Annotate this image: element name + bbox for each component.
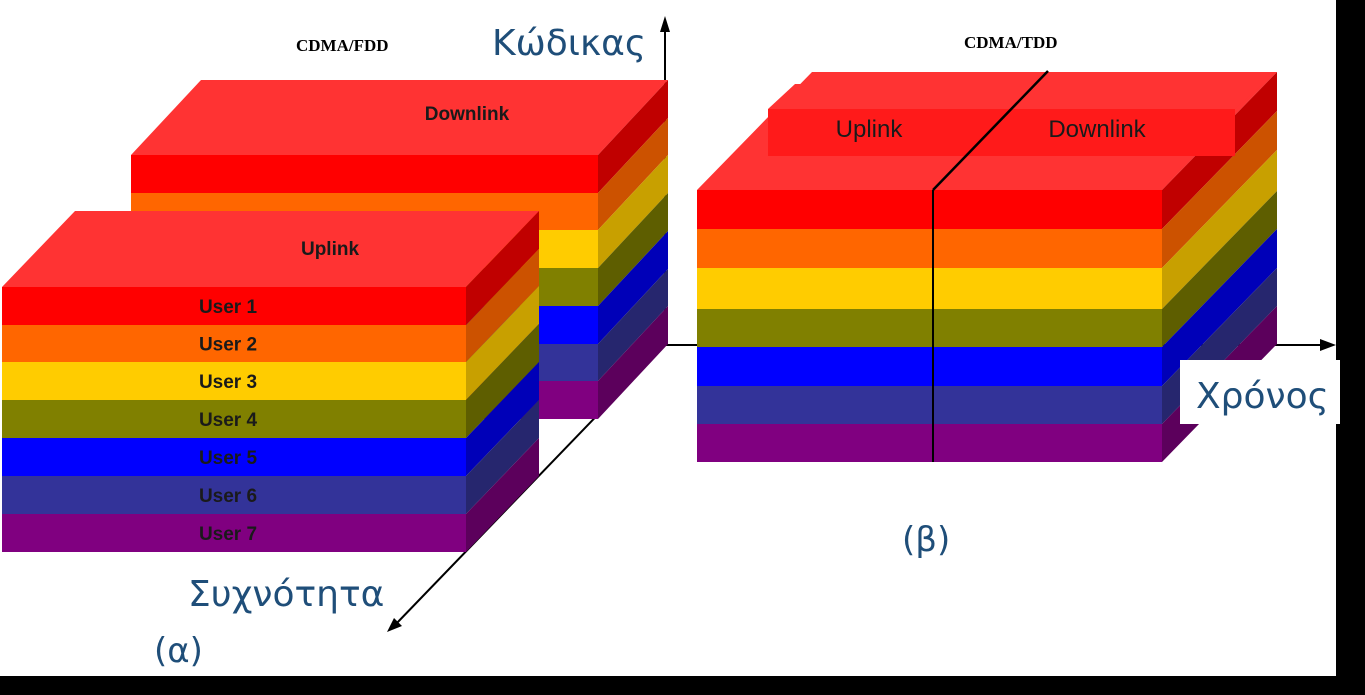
user-label-3: User 3: [199, 372, 257, 393]
fdd-uplink-block: Uplink User 1 User 2 User 3 User 4 User 5 User…: [2, 211, 539, 552]
time-axis-arrowhead: [1320, 339, 1336, 351]
fdd-downlink-label: Downlink: [425, 104, 510, 125]
fdd-uplink-layer-6: [2, 476, 466, 514]
user-label-5: User 5: [199, 448, 258, 469]
tdd-layer-2: [697, 229, 1162, 268]
fdd-uplink-label: Uplink: [301, 239, 359, 260]
tdd-uplink-label: Uplink: [836, 116, 904, 143]
user-label-1: User 1: [199, 297, 258, 318]
fdd-uplink-layer-7: [2, 514, 466, 552]
fdd-uplink-layer-2-side: [466, 249, 539, 362]
fdd-downlink-layer-6-side: [598, 269, 668, 381]
fdd-uplink-layer-1-side: [466, 211, 539, 325]
fdd-downlink-layer-1: [131, 155, 598, 193]
tdd-layer-2-side: [1162, 111, 1277, 268]
tdd-layer-3: [697, 268, 1162, 309]
fdd-uplink-layer-4-side: [466, 324, 539, 438]
tdd-layer-3-side: [1162, 150, 1277, 309]
tdd-layer-5-side: [1162, 229, 1277, 386]
subfigure-b-label: (β): [902, 520, 950, 560]
fdd-uplink-layer-1: [2, 287, 466, 325]
user-label-4: User 4: [199, 410, 258, 431]
code-axis-arrowhead: [660, 16, 670, 32]
fdd-uplink-layer-2: [2, 325, 466, 362]
tdd-layer-4: [697, 309, 1162, 347]
fdd-title: CDMA/FDD: [296, 36, 389, 55]
fdd-downlink-top-face: [131, 80, 668, 155]
fdd-downlink-layer-2-side: [598, 118, 668, 230]
fdd-uplink-layer-5: [2, 438, 466, 476]
fdd-downlink-layer-7-side: [598, 306, 668, 419]
fdd-downlink-layer-3-side: [598, 155, 668, 268]
tdd-label-slab-top: [768, 84, 1262, 109]
frequency-axis-label: Συχνότητα: [188, 574, 384, 615]
fdd-uplink-layer-3: [2, 362, 466, 400]
time-label-backdrop: [1180, 360, 1340, 424]
tdd-downlink-label: Downlink: [1048, 116, 1146, 143]
tdd-split-line-top: [932, 70, 1049, 191]
fdd-downlink-layer-5-side: [598, 231, 668, 344]
tdd-layer-4-side: [1162, 191, 1277, 347]
tdd-block: Uplink Downlink: [697, 70, 1277, 462]
tdd-title: CDMA/TDD: [964, 33, 1058, 52]
user-label-2: User 2: [199, 335, 257, 356]
tdd-layer-7: [697, 424, 1162, 462]
user-label-6: User 6: [199, 486, 257, 507]
code-axis-label: Κώδικας: [492, 23, 646, 64]
tdd-layer-1: [697, 190, 1162, 229]
fdd-uplink-layer-7-side: [466, 438, 539, 552]
tdd-layer-5: [697, 347, 1162, 386]
frequency-axis-arrowhead: [387, 618, 402, 632]
time-axis-label: Χρόνος: [1196, 376, 1329, 417]
fdd-uplink-layer-6-side: [466, 400, 539, 514]
fdd-uplink-layer-4: [2, 400, 466, 438]
tdd-layer-6: [697, 386, 1162, 424]
fdd-uplink-top-face: [2, 211, 539, 287]
tdd-label-slab: [768, 109, 1235, 156]
fdd-downlink-layer-1-side: [598, 80, 668, 193]
user-label-7: User 7: [199, 524, 257, 545]
subfigure-a-label: (α): [154, 631, 203, 671]
fdd-uplink-layer-3-side: [466, 286, 539, 400]
fdd-downlink-layer-4-side: [598, 193, 668, 306]
fdd-uplink-layer-5-side: [466, 362, 539, 476]
